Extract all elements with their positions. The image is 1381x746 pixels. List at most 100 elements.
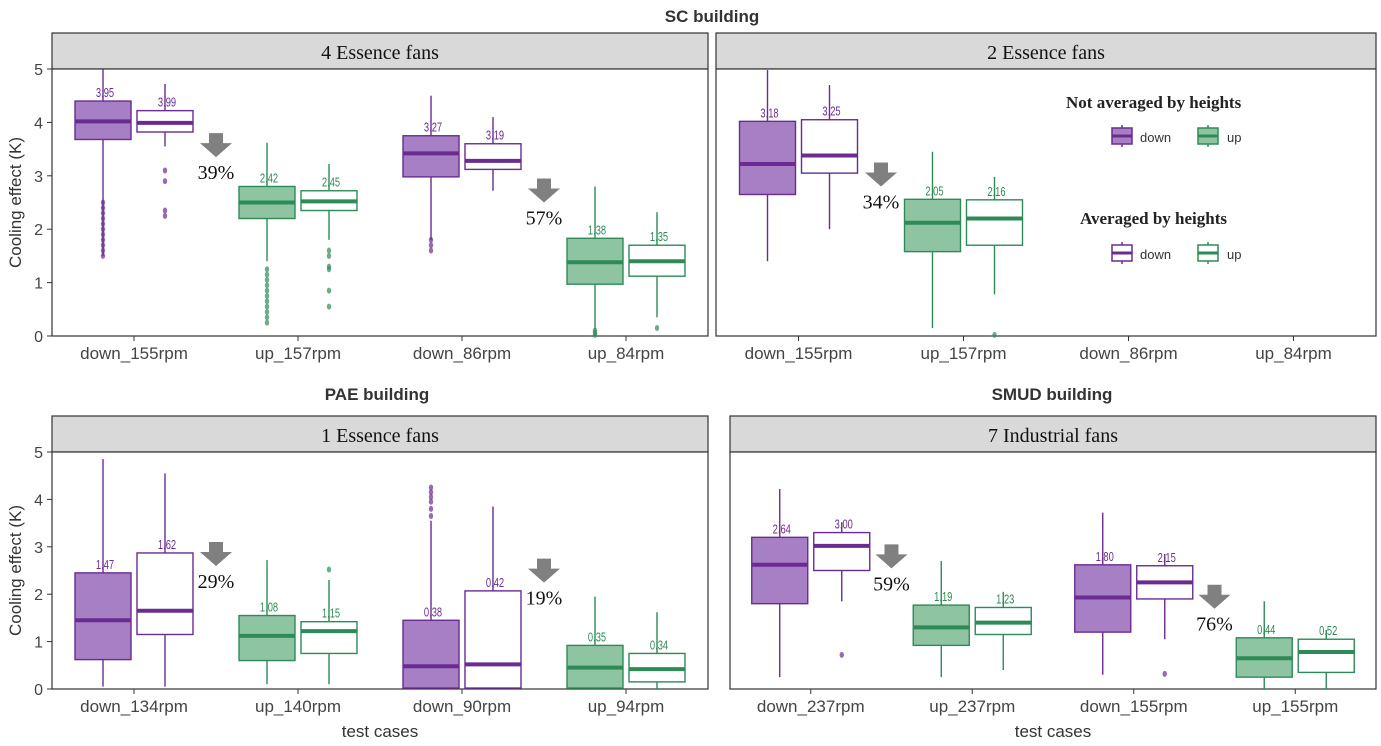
facet-strip: [715, 32, 1377, 70]
mean-label: 0.38: [424, 606, 442, 620]
outlier-point: [264, 287, 270, 294]
reduction-percent: 76%: [1196, 614, 1233, 636]
outlier-point: [326, 263, 332, 270]
y-axis-label: Cooling effect (K): [6, 505, 25, 636]
outlier-point: [100, 210, 106, 217]
reduction-percent: 57%: [526, 207, 563, 229]
reduction-percent: 29%: [198, 571, 235, 593]
chart-title-pae: PAE building: [325, 385, 430, 404]
y-tick-label: 0: [34, 682, 43, 699]
reduction-arrow: 59%: [873, 544, 910, 595]
reduction-percent: 39%: [198, 162, 235, 184]
box-up-averaged: 2.16: [965, 176, 1024, 338]
box-up-not-averaged: 0.35: [566, 596, 624, 689]
iqr-box: [912, 604, 970, 647]
y-tick-label: 4: [34, 492, 43, 509]
mean-label: 0.52: [1319, 625, 1337, 639]
box-down-not-averaged: 1.80: [1074, 512, 1132, 675]
mean-label: 1.38: [588, 224, 606, 238]
x-tick-label: up_84rpm: [1255, 344, 1332, 363]
outlier-point: [100, 231, 106, 238]
facet-strip-label: 2 Essence fans: [987, 42, 1105, 64]
outlier-point: [428, 242, 434, 249]
reduction-percent: 34%: [863, 191, 900, 213]
outlier-point: [264, 276, 270, 283]
outlier-point: [100, 215, 106, 222]
panel-3: 7 Industrial fans down_237rpm up_237rpm dow…: [729, 415, 1377, 741]
outlier-point: [428, 489, 434, 496]
mean-label: 2.42: [260, 172, 278, 186]
outlier-point: [162, 212, 168, 219]
iqr-box: [903, 198, 962, 253]
mean-label: 3.27: [424, 121, 442, 135]
down-arrow-icon: [528, 558, 560, 583]
y-tick-label: 1: [34, 276, 43, 293]
x-tick-label: down_90rpm: [413, 697, 511, 716]
reduction-arrow: 34%: [863, 162, 900, 213]
mean-label: 0.35: [588, 631, 606, 645]
box-down-averaged: 3.19: [464, 117, 522, 191]
box-up-averaged: 1.35: [628, 212, 686, 331]
outlier-point: [264, 282, 270, 289]
y-tick-label: 2: [34, 222, 43, 239]
outlier-point: [100, 252, 106, 259]
outlier-point: [162, 178, 168, 185]
outlier-point: [428, 512, 434, 519]
mean-label: 0.42: [486, 577, 504, 591]
x-tick-label: up_155rpm: [1252, 697, 1338, 716]
reduction-arrow: 29%: [198, 542, 235, 593]
mean-label: 1.35: [650, 231, 668, 245]
outlier-point: [326, 247, 332, 254]
outlier-point: [326, 252, 332, 259]
mean-label: 3.95: [96, 87, 114, 101]
outlier-point: [264, 303, 270, 310]
box-up-not-averaged: 0.44: [1235, 601, 1293, 689]
mean-label: 2.64: [773, 523, 791, 537]
down-arrow-icon: [200, 133, 232, 158]
box-down-not-averaged: 3.95: [74, 69, 132, 259]
mean-label: 1.80: [1096, 550, 1114, 564]
box-up-not-averaged: 1.38: [566, 186, 624, 338]
iqr-box: [74, 572, 132, 661]
mean-label: 3.18: [760, 107, 778, 121]
outlier-point: [100, 226, 106, 233]
iqr-box: [300, 620, 358, 655]
reduction-arrow: 57%: [526, 178, 563, 229]
outlier-point: [100, 247, 106, 254]
mean-label: 2.16: [987, 186, 1005, 200]
mean-label: 2.45: [322, 176, 340, 190]
iqr-box: [1297, 638, 1355, 674]
outlier-point: [992, 331, 997, 338]
iqr-box: [738, 120, 797, 196]
iqr-box: [800, 119, 859, 174]
outlier-point: [162, 167, 168, 174]
box-up-not-averaged: 1.08: [238, 560, 296, 685]
iqr-box: [238, 614, 296, 662]
x-axis-label: test cases: [342, 722, 419, 741]
box-up-averaged: 1.15: [300, 566, 358, 685]
outlier-point: [428, 498, 434, 505]
mean-label: 3.19: [486, 129, 504, 143]
x-tick-label: down_155rpm: [80, 344, 188, 363]
y-tick-label: 3: [34, 540, 43, 557]
mean-label: 1.23: [996, 593, 1014, 607]
mean-label: 1.47: [96, 559, 114, 573]
legend-label-down-filled: down: [1140, 130, 1171, 145]
mean-label: 1.62: [158, 539, 176, 553]
y-tick-label: 2: [34, 587, 43, 604]
facet-strip: [51, 32, 709, 70]
down-arrow-icon: [528, 178, 560, 203]
y-tick-label: 5: [34, 445, 43, 462]
x-tick-label: up_157rpm: [920, 344, 1006, 363]
outlier-point: [428, 494, 434, 501]
reduction-arrow: 76%: [1196, 584, 1233, 636]
outlier-point: [264, 292, 270, 299]
legend-key-down-filled: [1111, 125, 1133, 147]
mean-label: 1.19: [934, 591, 952, 605]
iqr-box: [751, 536, 809, 605]
box-down-averaged: 0.42: [464, 506, 522, 689]
x-axis-label: test cases: [1015, 722, 1092, 741]
box-down-averaged: 3.25: [800, 85, 859, 230]
outlier-point: [428, 247, 434, 254]
